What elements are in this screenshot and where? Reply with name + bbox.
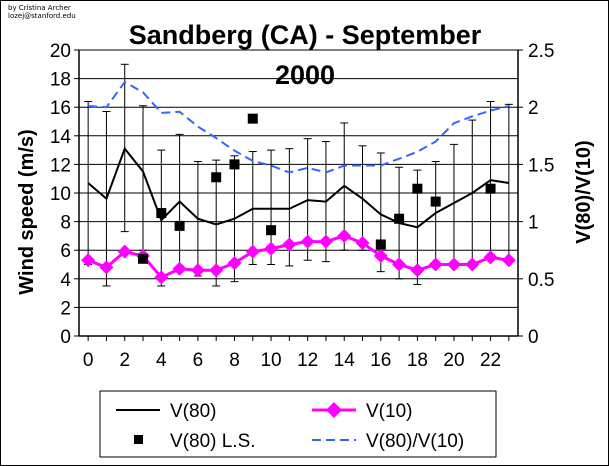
tick-labels: 0 2 4 6 8 10 12 14 16 18 20 0 0.5 1 1.5 2 2.5 0 2 4 6 8 10 12 14… — [50, 41, 555, 371]
v10-point-7 — [209, 263, 224, 278]
v10-point-11 — [282, 237, 297, 252]
y2-axis-title: V(80)/V(10) — [573, 140, 595, 243]
x-tick-label-0: 0 — [83, 350, 94, 371]
v10-point-2 — [117, 244, 132, 259]
legend-ratio-label: V(80)/V(10) — [366, 431, 464, 452]
v10-point-4 — [154, 270, 169, 285]
y-tick-label-8: 16 — [50, 98, 71, 119]
v80ls-point-7 — [375, 239, 386, 250]
v10-point-6 — [190, 263, 205, 278]
series-layer — [81, 80, 516, 285]
legend-v80ls-square-icon — [134, 435, 143, 444]
series-v10-line — [87, 234, 510, 280]
x-tick-label-2: 4 — [156, 350, 167, 371]
v10-point-14 — [337, 228, 352, 243]
y-tick-label-6: 12 — [50, 155, 71, 176]
legend-v80-label: V(80) — [170, 401, 216, 422]
y-tick-label-10: 20 — [50, 41, 71, 62]
v10-point-19 — [428, 257, 443, 272]
y-tick-label-9: 18 — [50, 70, 71, 91]
v10-point-1 — [99, 260, 114, 275]
y2-tick-label-5: 2.5 — [528, 41, 554, 62]
x-tick-label-4: 8 — [229, 350, 240, 371]
v80ls-point-3 — [211, 172, 222, 183]
chart-title-line2: 2000 — [275, 60, 335, 90]
v80ls-point-5 — [247, 113, 258, 124]
v10-point-18 — [410, 263, 425, 278]
v80ls-point-2 — [174, 220, 185, 231]
v10-point-5 — [172, 261, 187, 276]
series-ratio-line — [88, 80, 510, 174]
v80ls-point-0 — [138, 253, 149, 264]
v80ls-point-11 — [485, 183, 496, 194]
y-tick-label-7: 14 — [50, 127, 72, 148]
y-tick-label-1: 2 — [60, 298, 71, 319]
legend: V(80) V(10) V(80) L.S. V(80)/V(10) — [99, 390, 497, 458]
x-tick-label-3: 6 — [193, 350, 204, 371]
y-tick-label-2: 4 — [60, 270, 71, 291]
y-tick-label-4: 8 — [60, 213, 71, 234]
x-tick-label-7: 14 — [334, 350, 356, 371]
v10-point-0 — [81, 253, 96, 268]
v10-point-12 — [300, 234, 315, 249]
v80ls-point-4 — [229, 159, 240, 170]
v10-point-16 — [373, 248, 388, 263]
legend-box — [99, 390, 497, 458]
legend-v80ls-label: V(80) L.S. — [170, 431, 256, 452]
x-tick-label-8: 16 — [370, 350, 391, 371]
series-v80-line — [87, 146, 510, 229]
v10-point-8 — [227, 256, 242, 271]
v80ls-point-10 — [430, 196, 441, 207]
v10-point-22 — [483, 250, 498, 265]
x-tick-label-9: 18 — [407, 350, 428, 371]
v10-point-23 — [501, 253, 516, 268]
legend-v10-label: V(10) — [366, 401, 412, 422]
x-tick-label-10: 20 — [443, 350, 464, 371]
x-tick-label-5: 10 — [260, 350, 281, 371]
v10-point-10 — [264, 241, 279, 256]
y2-tick-label-1: 0.5 — [528, 270, 554, 291]
axes — [74, 49, 523, 341]
chart-title-line1: Sandberg (CA) - September — [129, 20, 482, 50]
y2-tick-label-0: 0 — [528, 327, 539, 348]
v80ls-point-8 — [394, 213, 405, 224]
y2-tick-label-2: 1 — [528, 213, 539, 234]
v10-point-13 — [318, 234, 333, 249]
legend-v10-diamond-icon — [326, 402, 342, 418]
y2-tick-label-3: 1.5 — [528, 155, 554, 176]
y-axis-title: Wind speed (m/s) — [16, 129, 38, 294]
v10-point-21 — [465, 257, 480, 272]
v80ls-point-1 — [156, 208, 167, 219]
y2-tick-label-4: 2 — [528, 98, 539, 119]
author-credit: by Cristina Archer lozej@stanford.edu — [8, 4, 76, 20]
x-tick-label-11: 22 — [480, 350, 501, 371]
v10-point-15 — [355, 236, 370, 251]
v10-point-20 — [446, 257, 461, 272]
v10-point-17 — [392, 257, 407, 272]
x-tick-label-1: 2 — [119, 350, 130, 371]
y-tick-label-3: 6 — [60, 241, 71, 262]
x-tick-label-6: 12 — [297, 350, 318, 371]
v80ls-point-9 — [412, 183, 423, 194]
y-tick-label-0: 0 — [60, 327, 71, 348]
v10-point-9 — [245, 244, 260, 259]
y-tick-label-5: 10 — [50, 184, 71, 205]
v80ls-point-6 — [266, 225, 277, 236]
